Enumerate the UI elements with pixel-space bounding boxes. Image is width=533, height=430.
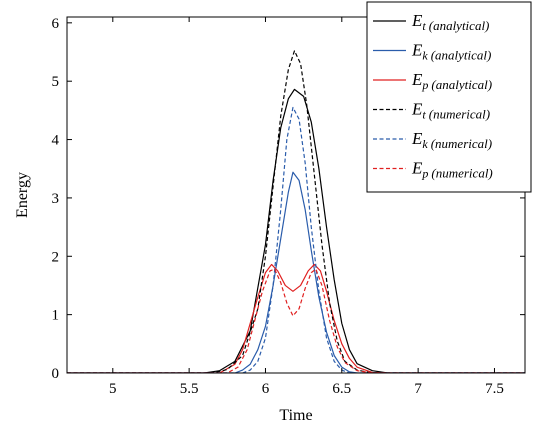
y-tick-label: 2	[52, 249, 60, 265]
y-tick-label: 0	[52, 366, 60, 382]
series-line-2	[67, 263, 525, 373]
series-line-4	[67, 106, 525, 373]
x-tick-label: 7.5	[485, 381, 504, 397]
y-tick-label: 6	[52, 16, 60, 32]
series-line-1	[67, 171, 525, 373]
series-line-0	[67, 88, 525, 373]
legend-entry-1: Ek (analytical)	[411, 41, 491, 63]
axes: 5 5.5 6 6.5 7 7.5 0 1 2 3 4 5 6	[52, 16, 526, 397]
legend-entry-5: Ep (numerical)	[411, 159, 493, 181]
series-line-5	[67, 268, 525, 373]
legend: Et (analytical) Ek (analytical) Ep (analytica…	[366, 1, 532, 193]
x-tick-label: 5.5	[180, 381, 199, 397]
y-tick-label: 1	[52, 308, 60, 324]
legend-entry-2: Ep (analytical)	[411, 70, 492, 92]
legend-entry-0: Et (analytical)	[411, 11, 489, 33]
x-tick-label: 5	[109, 381, 117, 397]
y-axis-label: Energy	[14, 172, 31, 218]
x-axis-label: Time	[279, 407, 312, 424]
axes-frame	[66, 16, 526, 374]
y-tick-label: 3	[52, 191, 60, 207]
y-tick-label: 4	[52, 133, 60, 149]
series-line-3	[67, 50, 525, 373]
plot-area	[67, 50, 525, 373]
x-tick-label: 7	[414, 381, 422, 397]
legend-entry-4: Ek (numerical)	[411, 129, 492, 151]
x-tick-label: 6	[262, 381, 270, 397]
y-tick-label: 5	[52, 74, 60, 90]
legend-box	[366, 1, 532, 193]
legend-entry-3: Et (numerical)	[411, 100, 490, 122]
x-tick-label: 6.5	[332, 381, 351, 397]
